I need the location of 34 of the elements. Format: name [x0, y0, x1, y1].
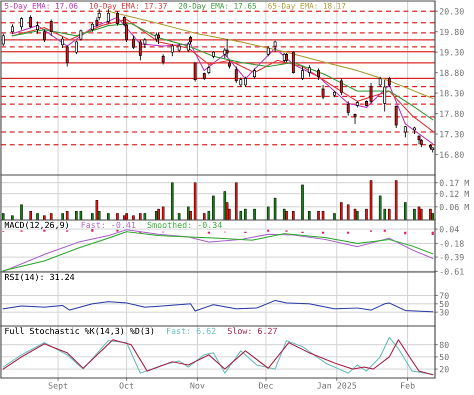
y-tick-label: 50: [440, 300, 449, 308]
x-tick-label: Oct: [120, 382, 134, 389]
y-tick-label: 18.80: [440, 70, 464, 76]
y-tick-label: 50: [440, 354, 449, 360]
y-tick-label: 20: [440, 366, 449, 372]
x-tick-label: Feb: [401, 382, 415, 389]
y-tick-label: 17.30: [440, 131, 464, 138]
chart-title: MACD(12,26,9): [4, 222, 68, 230]
y-tick-label: 19.80: [440, 28, 464, 36]
y-tick-label: 20.30: [440, 8, 464, 15]
y-tick-label: 18.30: [440, 90, 464, 96]
y-tick-label: 0.17 M: [440, 180, 469, 186]
series-label: Smoothed: -0.34: [148, 222, 222, 228]
y-tick-label: -0.18: [440, 240, 464, 247]
y-tick-label: 19.30: [440, 49, 464, 56]
chart-title: Full Stochastic %K(14,3) %D(3): [5, 328, 154, 336]
y-tick-label: 17.80: [440, 110, 464, 117]
x-tick-label: Nov: [190, 382, 205, 389]
series-label: Slow: 6.27: [228, 328, 277, 334]
y-tick-label: -0.39: [440, 254, 464, 260]
x-tick-label: Sept: [48, 382, 68, 390]
x-tick-label: Jan 2025: [317, 382, 356, 389]
text: Fast: 6.62: [166, 328, 216, 334]
y-tick-label: 0.04: [440, 226, 459, 232]
series-label: Fast: -0.41: [82, 222, 136, 228]
y-tick-label: 30: [440, 309, 449, 316]
y-tick-label: -0.61: [440, 268, 464, 275]
chart-title: RSI(14): 31.24: [5, 274, 74, 282]
y-tick-label: 0.12 M: [440, 190, 469, 197]
x-tick-label: Dec: [258, 382, 273, 389]
y-tick-label: 80: [440, 342, 449, 348]
y-tick-label: 0.06 M: [440, 204, 469, 210]
y-tick-label: 70: [440, 292, 449, 299]
y-tick-label: 16.80: [440, 152, 464, 158]
